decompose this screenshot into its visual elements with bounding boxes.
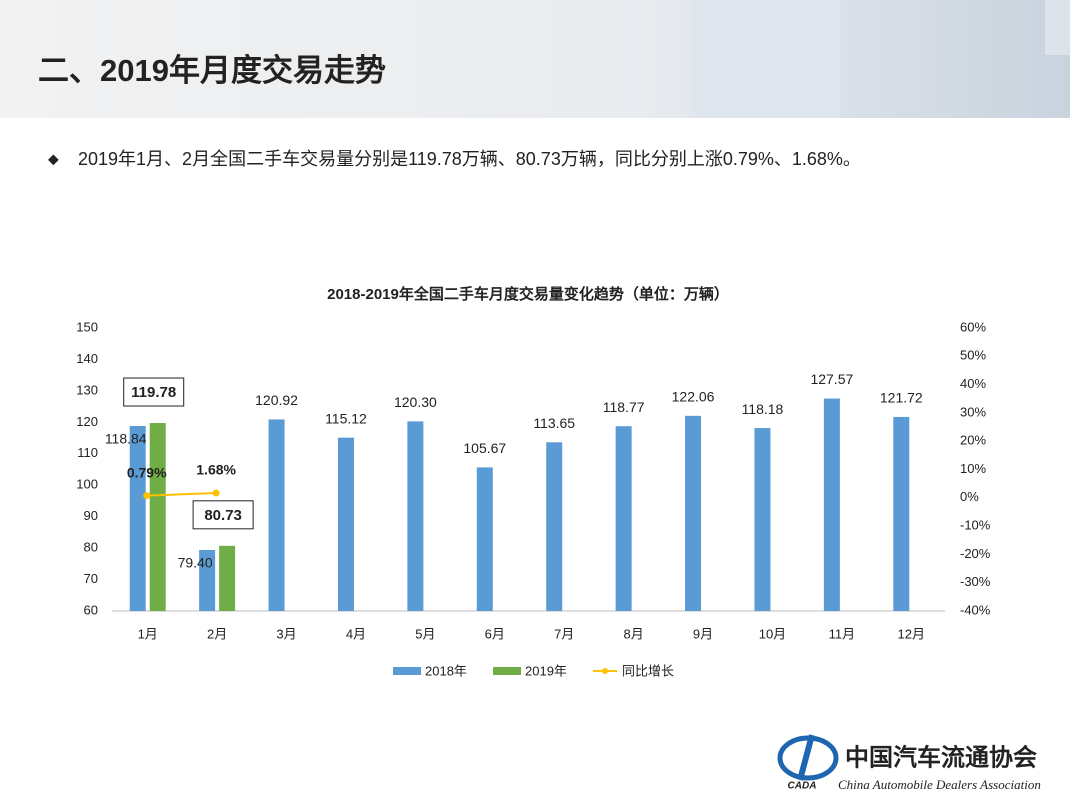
data-label: 121.72 — [880, 390, 923, 406]
data-label: 118.18 — [742, 401, 784, 417]
bar — [615, 426, 632, 611]
data-label: 1.68% — [196, 462, 236, 478]
bar — [823, 398, 840, 611]
bullet-mark: ◆ — [48, 151, 59, 167]
y2-tick-label: 10% — [960, 461, 986, 476]
legend-swatch — [493, 667, 521, 675]
line-point — [212, 489, 220, 497]
data-label: 122.06 — [672, 389, 715, 405]
y-tick-label: 100 — [76, 477, 98, 492]
y2-tick-label: -40% — [960, 602, 991, 617]
data-label-box — [123, 377, 185, 407]
bar — [199, 549, 216, 611]
header-cube — [1045, 0, 1070, 55]
y-tick-label: 90 — [84, 508, 98, 523]
data-label: 80.73 — [204, 507, 242, 524]
header-cube — [690, 0, 840, 118]
data-label: 118.84 — [105, 431, 147, 447]
data-label: 115.12 — [325, 410, 367, 426]
x-tick-label: 5月 — [415, 626, 435, 641]
bar — [546, 442, 563, 611]
x-tick-label: 4月 — [346, 626, 366, 641]
y2-tick-label: -20% — [960, 546, 991, 561]
data-label: 119.78 — [131, 384, 176, 401]
y-tick-label: 60 — [84, 602, 98, 617]
chart-title: 2018-2019年全国二手车月度交易量变化趋势（单位：万辆） — [327, 285, 729, 303]
data-label: 127.57 — [810, 371, 853, 387]
y2-tick-label: -30% — [960, 574, 991, 589]
x-tick-label: 7月 — [554, 626, 574, 641]
line-point — [143, 492, 151, 500]
y-tick-label: 140 — [76, 351, 98, 366]
bar — [129, 425, 146, 611]
y-tick-label: 70 — [84, 571, 98, 586]
x-tick-label: 10月 — [759, 626, 786, 641]
data-label: 0.79% — [127, 464, 167, 480]
x-tick-label: 9月 — [693, 626, 713, 641]
data-label: 118.77 — [603, 399, 645, 415]
y2-tick-label: 50% — [960, 348, 986, 363]
y2-tick-label: 40% — [960, 376, 986, 391]
bar — [754, 428, 771, 611]
legend-swatch — [602, 668, 608, 674]
x-tick-label: 8月 — [624, 626, 644, 641]
y2-tick-label: 0% — [960, 489, 979, 504]
y-tick-label: 120 — [76, 414, 98, 429]
bar — [685, 415, 702, 611]
bar — [219, 545, 236, 611]
y2-tick-label: 60% — [960, 319, 986, 334]
data-label-box — [192, 500, 254, 530]
logo-ring — [777, 735, 839, 781]
x-tick-label: 12月 — [898, 626, 925, 641]
y-tick-label: 110 — [77, 445, 98, 460]
bar — [268, 419, 285, 611]
logo-org-en: China Automobile Dealers Association — [838, 777, 1041, 792]
x-tick-label: 3月 — [276, 626, 296, 641]
y-tick-label: 150 — [76, 319, 98, 334]
bar — [337, 437, 354, 611]
bar — [149, 423, 166, 611]
data-label: 105.67 — [463, 440, 506, 456]
y-tick-label: 130 — [76, 382, 98, 397]
x-tick-label: 2月 — [207, 626, 227, 641]
legend-swatch — [393, 667, 421, 675]
bar — [893, 416, 910, 611]
y-tick-label: 80 — [84, 540, 98, 555]
legend-label: 2018年 — [425, 663, 467, 678]
data-label: 120.92 — [255, 392, 298, 408]
header-band — [0, 0, 1070, 118]
x-tick-label: 1月 — [138, 626, 158, 641]
data-label: 120.30 — [394, 394, 437, 410]
y2-tick-label: 20% — [960, 433, 986, 448]
header-title: 二、2019年月度交易走势 — [38, 53, 386, 88]
data-label: 79.40 — [178, 555, 213, 571]
x-tick-label: 11月 — [829, 626, 856, 641]
logo: CADA 中国汽车流通协会 China Automobile Dealers A… — [777, 734, 1041, 792]
bullet-text: 2019年1月、2月全国二手车交易量分别是119.78万辆、80.73万辆，同比… — [78, 149, 861, 169]
y2-tick-label: -10% — [960, 518, 991, 533]
y2-tick-label: 30% — [960, 404, 986, 419]
logo-abbr: CADA — [788, 781, 817, 792]
line — [146, 492, 217, 497]
bar — [476, 467, 493, 611]
legend-label: 2019年 — [525, 663, 567, 678]
x-tick-label: 6月 — [485, 626, 505, 641]
bar — [407, 421, 424, 611]
logo-org: 中国汽车流通协会 — [845, 743, 1037, 772]
legend-label: 同比增长 — [622, 663, 674, 678]
logo-stroke — [797, 734, 815, 781]
data-label: 113.65 — [533, 415, 575, 431]
